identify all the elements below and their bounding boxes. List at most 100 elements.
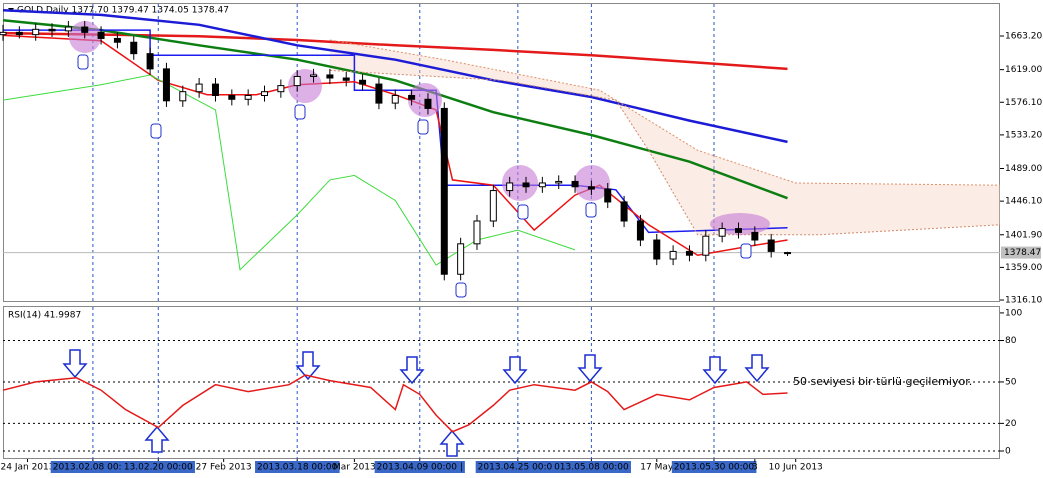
candle-body: [244, 94, 252, 100]
highlight-circle: [288, 69, 322, 103]
down-arrow: [744, 354, 770, 383]
hand-icon: [150, 123, 162, 139]
candle-body: [408, 94, 416, 100]
up-arrow: [144, 425, 170, 453]
current-price-label: 1378.47: [1004, 248, 1041, 258]
candle-body: [636, 220, 644, 241]
candle-body: [15, 31, 23, 36]
candle-body: [440, 107, 448, 275]
x-tick-label: 10 Jun 2013: [769, 463, 823, 473]
cloud-fill: [329, 39, 1000, 235]
rsi-header: RSI(14) 41.9987: [8, 311, 81, 321]
y-tick-label: 0: [1005, 446, 1011, 456]
candle-body: [130, 41, 138, 55]
candle-body: [424, 98, 432, 109]
x-tick-label: 2013.05.30 00:00: [674, 463, 755, 473]
x-tick-highlight: [255, 461, 340, 473]
x-tick-label: 2013.04.09 00:00 |: [377, 463, 463, 473]
candle-body: [620, 201, 628, 222]
hand-icons: [77, 54, 752, 298]
x-tick-highlight: [374, 461, 465, 473]
current-price-tag: [1001, 246, 1041, 259]
y-tick-label: 1446.10: [1005, 197, 1042, 207]
line-series: [329, 69, 1001, 236]
x-tick-label: 27 Feb 2013: [196, 463, 252, 473]
down-arrow: [399, 356, 425, 385]
price-panel: [3, 3, 1000, 302]
y-tick-label: 80: [1005, 336, 1017, 346]
candle-body: [228, 94, 236, 100]
candle-body: [767, 239, 775, 252]
candle-body: [162, 68, 170, 102]
candle-body: [587, 186, 595, 190]
candle-body: [555, 180, 563, 184]
down-arrow: [502, 356, 528, 385]
down-arrow: [577, 354, 603, 383]
x-tick-label: 24 Jan 2013: [1, 463, 55, 473]
candle-body: [669, 250, 677, 260]
y-tick-label: 1576.10: [1005, 98, 1042, 108]
candle-body: [113, 37, 121, 43]
candle-body: [211, 83, 219, 96]
candle-body: [375, 83, 383, 104]
x-tick-label: 2013.02.08 00:00: [53, 463, 134, 473]
candle-body: [261, 91, 269, 96]
candle-body: [326, 74, 334, 79]
hand-icon: [455, 282, 467, 298]
candle-body: [48, 28, 56, 32]
candle-body: [604, 188, 612, 203]
candle-body: [734, 228, 742, 233]
down-arrow: [62, 349, 88, 379]
candle-body: [293, 75, 301, 87]
y-tick-label: 1663.20: [1005, 32, 1042, 42]
rsi-panel: [3, 306, 1000, 459]
x-tick-label: 17 May: [640, 463, 674, 473]
candle-body: [538, 182, 546, 188]
candle-body: [359, 79, 367, 85]
y-tick-label: 1316.10: [1005, 296, 1042, 306]
candle-body: [685, 250, 693, 256]
candle-body: [0, 31, 7, 36]
candle-body: [457, 243, 465, 275]
candle-body: [702, 235, 710, 256]
candle-body: [146, 53, 154, 70]
candle-body: [522, 182, 530, 188]
line-series: [2, 18, 788, 200]
candle-body: [784, 252, 792, 255]
hand-icon: [585, 202, 597, 218]
line-series: [2, 9, 788, 144]
candle-body: [195, 83, 203, 93]
hand-icon: [77, 54, 89, 70]
y-tick-label: 1359.00: [1005, 263, 1042, 273]
x-tick-highlight: [475, 461, 561, 473]
highlight-circle: [574, 165, 610, 201]
candle-body: [97, 31, 105, 39]
hand-icon: [517, 204, 529, 220]
line-series: [329, 39, 1001, 186]
y-tick-label: 1533.20: [1005, 130, 1042, 140]
x-tick-label: 2013.04.25 00:00: [478, 463, 559, 473]
x-tick-highlight: [121, 461, 195, 473]
candle-body: [653, 239, 661, 260]
down-arrow: [702, 356, 728, 385]
x-tick-label: Mar 2013: [333, 463, 376, 473]
x-tick-label: 2013.03.18 00:00: [257, 463, 338, 473]
hand-icon: [417, 119, 429, 135]
x-tick-label: 13.02.20 00:00: [124, 463, 193, 473]
candle-body: [277, 85, 285, 93]
y-tick-label: 1401.90: [1005, 230, 1042, 240]
candle-body: [571, 180, 579, 188]
candle-body: [179, 91, 187, 102]
candle-body: [473, 220, 481, 245]
y-tick-label: 100: [1005, 308, 1022, 318]
line-series: [2, 374, 788, 433]
hand-icon: [294, 104, 306, 120]
candle-body: [310, 74, 318, 77]
candle-body: [81, 26, 89, 33]
x-tick-highlight: [50, 461, 136, 473]
down-arrow: [295, 351, 321, 381]
y-tick-label: 50: [1005, 377, 1017, 387]
